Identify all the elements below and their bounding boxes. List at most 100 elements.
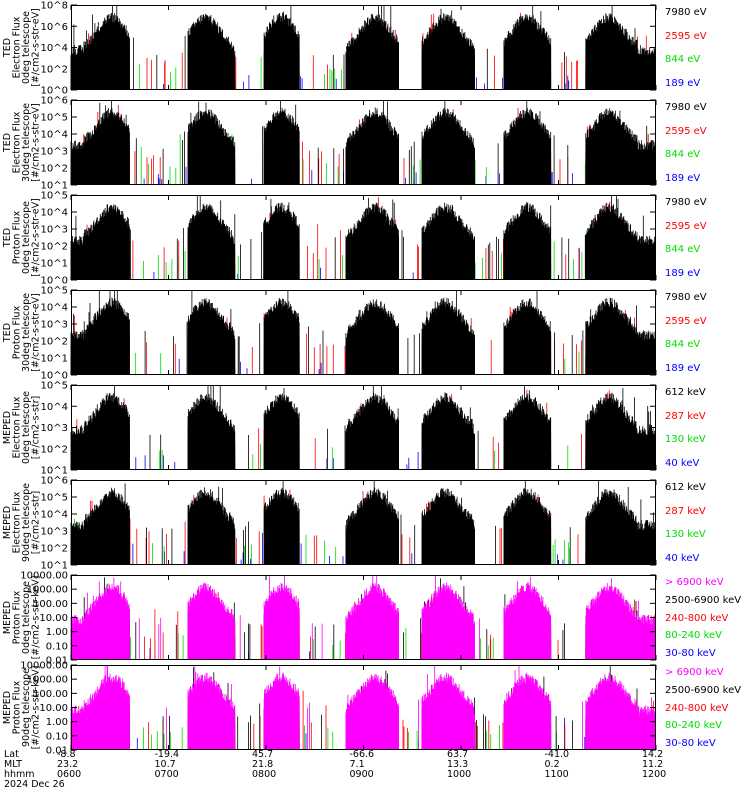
y-tick: 10^5 (41, 381, 656, 392)
legend-entry: 130 keV (665, 434, 706, 446)
date-label: 2024 Dec 26 (4, 779, 65, 790)
y-tick: 100.00 (33, 599, 656, 610)
y-tick: 10^6 (41, 96, 656, 107)
y-tick: 10^2 (41, 64, 656, 75)
y-tick-label: 10.00 (39, 613, 68, 624)
y-tick-label: 10^0 (41, 86, 68, 97)
y-tick: 10^3 (41, 225, 656, 236)
y-tick-label: 10^3 (41, 423, 68, 434)
series-trace (70, 290, 656, 375)
y-tick: 10^3 (41, 147, 656, 158)
y-tick-label: 10000.00 (20, 661, 68, 672)
y-tick: 10^8 (41, 1, 656, 12)
legend: 612 keV 287 keV 130 keV 40 keV (665, 480, 750, 565)
chart-panel-3: TED Proton Flux 0deg telescope [#/cm2-s-str… (0, 191, 750, 287)
y-tick-label: 10^3 (41, 147, 68, 158)
y-tick: 10^4 (41, 510, 656, 521)
y-tick-label: 10.00 (39, 703, 68, 714)
legend-entry: 2595 eV (665, 125, 707, 137)
y-tick: 10^0 (41, 371, 656, 382)
y-tick-label: 10^5 (41, 113, 68, 124)
legend-entry: 40 keV (665, 458, 700, 469)
y-tick: 10^1 (41, 259, 656, 270)
y-tick-label: 1.00 (46, 717, 68, 728)
y-axis-title-line: 30deg telescope (21, 103, 32, 182)
y-tick-label: 10^4 (41, 510, 68, 521)
y-tick-label: 10^3 (41, 527, 68, 538)
legend-entry: 844 eV (665, 54, 701, 66)
footer-value: 7.1 (349, 759, 365, 770)
y-tick: 0.10 (46, 641, 656, 652)
y-axis-title-line: MEPED (2, 411, 13, 444)
y-tick-label: 10^2 (41, 242, 68, 253)
legend-entry: 844 eV (665, 244, 701, 256)
y-tick: 10^6 (41, 22, 656, 33)
chart-panel-2: TED Electron Flux 30deg telescope [#/cm2-s-… (0, 96, 750, 192)
y-tick-label: 10^4 (41, 402, 68, 413)
legend-entry: 2595 eV (665, 315, 707, 327)
series-trace (70, 100, 656, 185)
chart-panel-5: MEPED Electron Flux 0deg telescope [#/cm2-s… (0, 381, 750, 477)
legend-entry: 240-800 keV (665, 612, 729, 624)
y-tick: 0.01 (46, 746, 656, 757)
footer-value: 13.3 (447, 759, 469, 770)
y-axis-title-line: [#/cm2-s-str-keV] (31, 576, 42, 660)
y-tick-label: 10^4 (41, 130, 68, 141)
y-tick: 10^3 (41, 320, 656, 331)
y-tick: 10^1 (41, 354, 656, 365)
plot-area: 10^1 10^2 10^3 10^4 10^5 (41, 381, 657, 477)
y-tick: 10^2 (41, 337, 656, 348)
y-tick-label: 0.01 (46, 656, 68, 667)
y-tick-label: 100.00 (33, 689, 68, 700)
y-tick-label: 10^1 (41, 181, 68, 192)
y-axis-title-line: [#/cm2-s-str-keV] (31, 666, 42, 750)
y-tick-label: 1.00 (46, 627, 68, 638)
legend: 7980 eV 2595 eV 844 eV 189 eV (665, 100, 750, 185)
y-tick: 10^2 (41, 544, 656, 555)
legend-entry: 844 eV (665, 339, 701, 351)
y-axis-title-line: [#/cm2-s-str-eV] (31, 198, 42, 277)
y-tick: 10^4 (41, 402, 656, 413)
y-tick-label: 0.10 (46, 641, 68, 652)
footer-row-hhmm: hhmm 0600 0700 0800 0900 1000 1100 1200 (0, 769, 750, 780)
legend: > 6900 keV 2500-6900 keV 240-800 keV 80-240… (665, 575, 750, 660)
footer-value: 0900 (349, 769, 374, 780)
legend-entry: 7980 eV (665, 197, 707, 208)
footer-value: 11.2 (642, 759, 664, 770)
y-tick-label: 10^3 (41, 225, 68, 236)
legend-entry: > 6900 keV (665, 667, 724, 678)
y-tick: 1.00 (46, 627, 656, 638)
footer-row-date: 2024 Dec 26 (0, 779, 750, 790)
legend-entry: 287 keV (665, 410, 706, 422)
y-axis-title-line: Electron Flux (12, 111, 23, 173)
orbit-footer: Lat -8.8 -19.4 45.7 -66.6 63.7 -41.0 14.2 MLT … (0, 749, 750, 800)
y-tick-label: 10^5 (41, 493, 68, 504)
y-tick: 10^3 (41, 527, 656, 538)
legend-entry: 612 keV (665, 387, 706, 398)
y-tick: 10^4 (41, 43, 656, 54)
y-tick: 10^5 (41, 191, 656, 202)
y-axis-title-line: [#/cm2-s-str-eV] (31, 293, 42, 372)
footer-value: -19.4 (154, 749, 180, 760)
y-axis-title-line: MEPED (2, 506, 13, 539)
y-tick: 10^1 (41, 561, 656, 572)
footer-value: 63.7 (447, 749, 469, 760)
y-tick: 1000.00 (27, 675, 656, 686)
y-axis-title-line: TED (2, 38, 13, 58)
y-tick-label: 10^0 (41, 371, 68, 382)
footer-value: 0600 (57, 769, 82, 780)
footer-label: MLT (4, 759, 22, 770)
y-tick: 10000.00 (20, 661, 656, 672)
y-axis-title-line: [#/cm2-s-str] (31, 396, 42, 459)
y-tick: 100.00 (33, 689, 656, 700)
legend-entry: 2595 eV (665, 30, 707, 42)
y-tick-label: 10^1 (41, 259, 68, 270)
y-tick-label: 10^0 (41, 276, 68, 287)
y-axis-title-line: 0deg telescope (21, 391, 32, 464)
legend-entry: 189 eV (665, 173, 701, 184)
y-tick-label: 1000.00 (27, 585, 68, 596)
